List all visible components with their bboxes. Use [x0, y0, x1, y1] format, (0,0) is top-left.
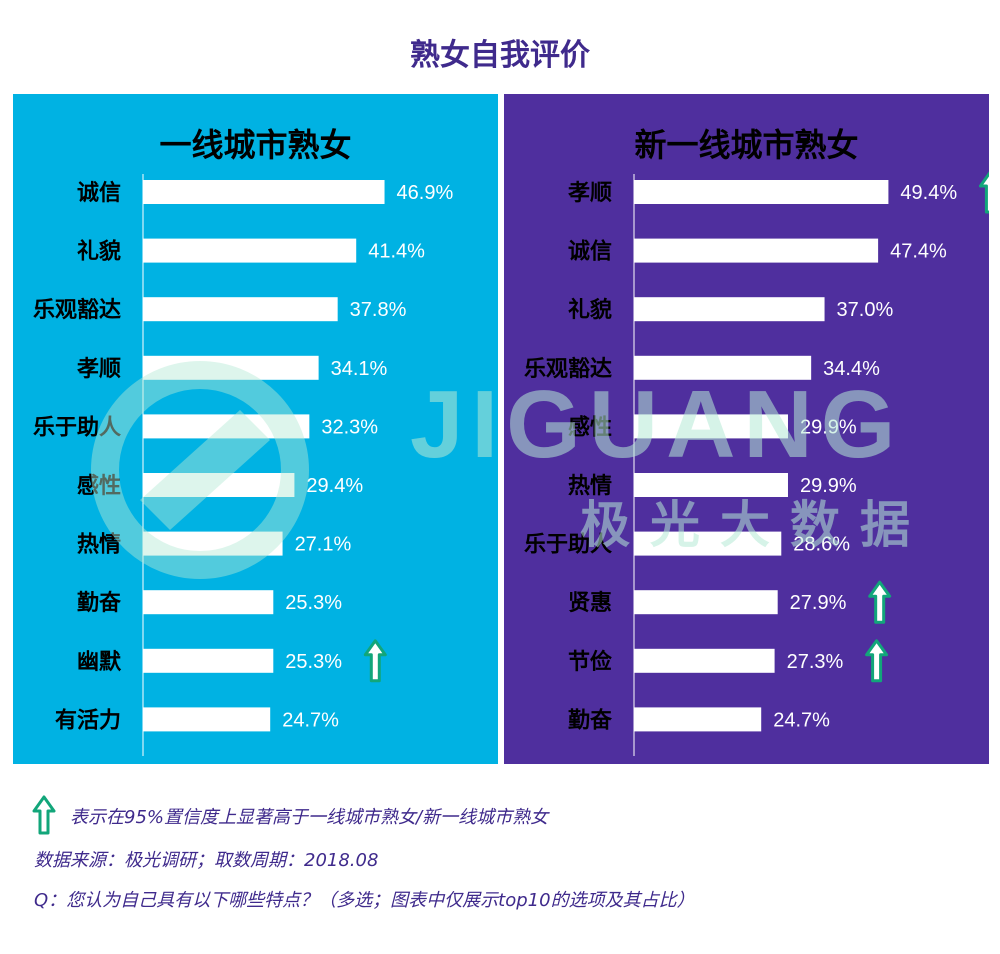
bar	[634, 355, 812, 380]
value-label: 49.4%	[900, 182, 957, 204]
chart-first-tier: 诚信 46.9% 礼貌 41.4% 乐观豁达 37.8% 孝顺 34.1% 乐于助人 32.3% 感…	[13, 94, 498, 764]
value-label: 37.8%	[350, 299, 407, 321]
bar	[634, 590, 778, 615]
category-label: 乐观豁达	[524, 356, 612, 382]
bar	[634, 238, 879, 263]
category-label: 贤惠	[568, 591, 612, 616]
category-label: 勤奋	[568, 707, 613, 733]
value-label: 46.9%	[397, 182, 454, 204]
value-label: 28.6%	[793, 534, 850, 556]
bar	[634, 414, 788, 439]
panel-new-first-tier: 孝顺 49.4% 诚信 47.4% 礼貌 37.0% 乐观豁达 34.4% 感性 29.9% 热情 2…	[504, 94, 989, 764]
category-label: 诚信	[568, 239, 612, 265]
category-label: 孝顺	[567, 180, 612, 206]
arrow-shape	[363, 639, 387, 683]
bar	[143, 414, 310, 439]
value-label: 47.4%	[890, 241, 947, 263]
significance-arrow-icon	[32, 795, 56, 835]
panel-title-first-tier: 一线城市熟女	[159, 126, 352, 164]
arrow-shape	[865, 639, 889, 683]
panel-title-new-first-tier: 新一线城市熟女	[634, 126, 859, 164]
bar	[143, 648, 274, 673]
page-title: 熟女自我评价	[410, 38, 590, 73]
bar	[634, 180, 889, 204]
value-label: 24.7%	[282, 709, 339, 731]
footer-legend: 表示在95%置信度上显著高于一线城市熟女/新一线城市熟女	[70, 807, 549, 828]
category-label: 热情	[77, 532, 121, 558]
value-label: 27.3%	[787, 651, 844, 673]
category-label: 勤奋	[77, 590, 122, 616]
category-label: 感性	[77, 473, 121, 499]
category-label: 礼貌	[77, 239, 121, 265]
value-label: 27.9%	[790, 592, 847, 614]
bar	[143, 531, 283, 556]
value-label: 29.4%	[306, 475, 363, 497]
arrow-shape	[978, 171, 989, 214]
bar	[634, 473, 788, 497]
category-label: 节俭	[568, 649, 612, 675]
bar	[143, 473, 295, 497]
bar	[634, 531, 782, 556]
bar	[143, 590, 274, 615]
bar	[143, 707, 271, 732]
category-label: 乐于助人	[524, 533, 612, 558]
significance-arrow-icon	[978, 171, 989, 214]
arrow-shape	[868, 580, 892, 624]
bar	[634, 648, 775, 673]
category-label: 乐观豁达	[33, 297, 121, 323]
value-label: 29.9%	[800, 416, 857, 438]
footer-question: Q：您认为自己具有以下哪些特点？（多选；图表中仅展示top10的选项及其占比）	[34, 890, 695, 911]
bar	[634, 297, 825, 322]
category-label: 幽默	[77, 649, 122, 675]
value-label: 25.3%	[285, 651, 342, 673]
bar	[634, 707, 762, 732]
value-label: 25.3%	[285, 592, 342, 614]
value-label: 27.1%	[295, 534, 352, 556]
bar	[143, 355, 319, 380]
chart-new-first-tier: 孝顺 49.4% 诚信 47.4% 礼貌 37.0% 乐观豁达 34.4% 感性 29.9% 热情 2…	[504, 94, 989, 764]
value-label: 41.4%	[368, 241, 425, 263]
category-label: 孝顺	[76, 356, 121, 382]
category-label: 感性	[568, 414, 612, 440]
bar	[143, 238, 357, 263]
value-label: 37.0%	[837, 299, 894, 321]
category-label: 热情	[568, 473, 612, 499]
significance-arrow-icon	[363, 639, 387, 683]
footer-source: 数据来源：极光调研；取数周期：2018.08	[34, 850, 379, 871]
value-label: 34.4%	[823, 358, 880, 380]
category-label: 诚信	[77, 180, 121, 206]
significance-arrow-icon	[868, 580, 892, 624]
value-label: 34.1%	[331, 358, 388, 380]
value-label: 29.9%	[800, 475, 857, 497]
panel-first-tier: 诚信 46.9% 礼貌 41.4% 乐观豁达 37.8% 孝顺 34.1% 乐于助人 32.3% 感…	[13, 94, 498, 764]
significance-arrow-icon	[865, 639, 889, 683]
value-label: 24.7%	[773, 709, 830, 731]
bar	[143, 297, 338, 322]
category-label: 有活力	[55, 707, 121, 733]
category-label: 乐于助人	[33, 415, 121, 440]
bar	[143, 180, 385, 204]
category-label: 礼貌	[568, 297, 612, 323]
value-label: 32.3%	[321, 416, 378, 438]
